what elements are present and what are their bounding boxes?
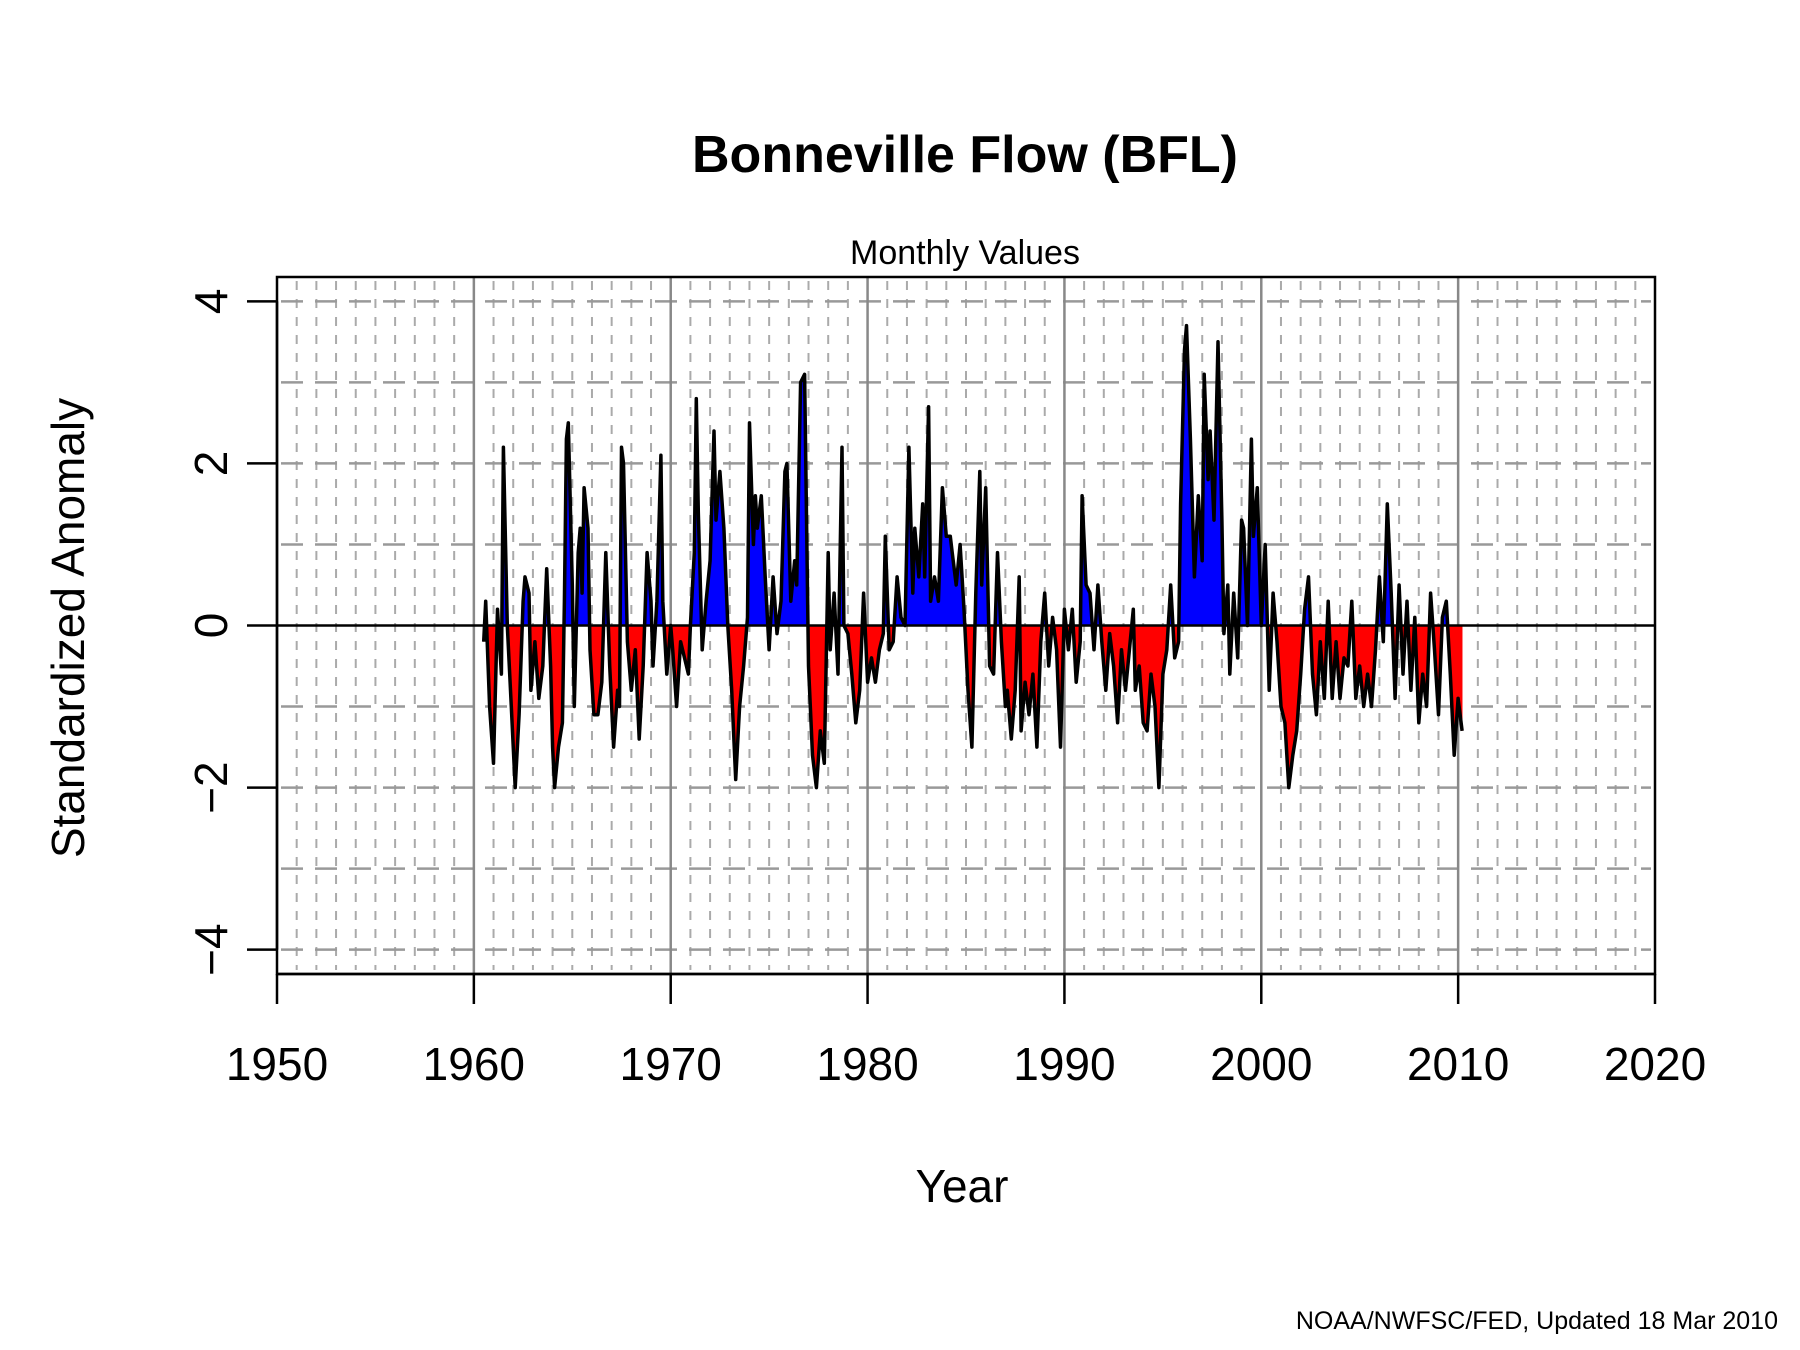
x-tick-label: 1960 <box>423 1038 525 1090</box>
chart-title: Bonneville Flow (BFL) <box>692 126 1238 184</box>
series-layer <box>277 323 1655 790</box>
x-tick-label: 1950 <box>226 1038 328 1090</box>
credit-text: NOAA/NWFSC/FED, Updated 18 Mar 2010 <box>1296 1307 1778 1335</box>
x-tick-label: 1990 <box>1013 1038 1115 1090</box>
y-tick-label: −4 <box>185 923 237 975</box>
y-tick-label: 0 <box>185 613 237 639</box>
y-tick-label: −2 <box>185 761 237 813</box>
x-tick-label: 2020 <box>1604 1038 1706 1090</box>
chart-subtitle: Monthly Values <box>850 234 1080 272</box>
x-axis-label: Year <box>916 1160 1009 1212</box>
axes-layer: 1950 1960 1970 1980 1990 2000 2010 2020 −4 −2 0 2 4 <box>185 275 1706 1090</box>
y-axis-label: Standardized Anomaly <box>42 398 94 858</box>
x-tick-label: 1980 <box>816 1038 918 1090</box>
anomaly-line <box>481 323 1464 790</box>
positive-anomaly-fill <box>945 535 951 626</box>
x-tick-label: 2010 <box>1407 1038 1509 1090</box>
y-tick-label: 4 <box>185 289 237 315</box>
x-tick-label: 1970 <box>620 1038 722 1090</box>
x-tick-label: 2000 <box>1210 1038 1312 1090</box>
y-tick-label: 2 <box>185 451 237 477</box>
